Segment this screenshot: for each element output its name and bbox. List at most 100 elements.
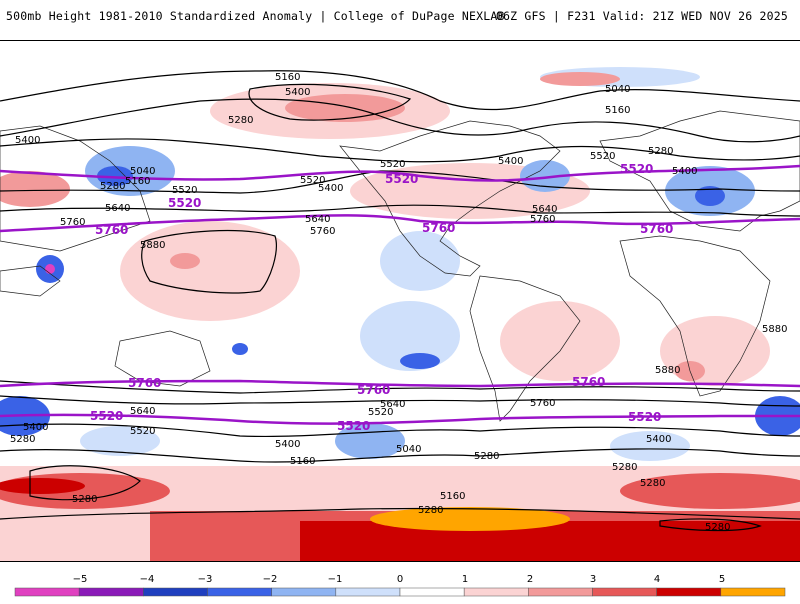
contour-5280-far-south bbox=[0, 507, 800, 520]
contour-label: 5040 bbox=[605, 84, 630, 95]
contour-label: 5520 bbox=[172, 185, 197, 196]
negative-anomaly-area bbox=[695, 186, 725, 206]
negative-anomaly-area bbox=[520, 160, 570, 192]
reference-contours bbox=[0, 164, 800, 425]
contour-label: 5760 bbox=[60, 217, 85, 228]
contour-label: 5400 bbox=[672, 166, 697, 177]
contour-label: 5640 bbox=[532, 204, 557, 215]
reference-contour-labels: 5520 5760 5520 5760 5520 5760 5760 5520 … bbox=[90, 162, 673, 433]
header: 500mb Height 1981-2010 Standardized Anom… bbox=[0, 0, 800, 34]
reference-label: 5520 bbox=[337, 419, 370, 433]
reference-label: 5760 bbox=[95, 223, 128, 237]
contour-label: 5400 bbox=[15, 135, 40, 146]
contour-label: 5280 bbox=[100, 181, 125, 192]
contour-label: 5160 bbox=[440, 491, 465, 502]
contour-5280 bbox=[0, 98, 800, 143]
positive-anomaly-area bbox=[0, 171, 70, 207]
contour-label: 5880 bbox=[762, 324, 787, 335]
colorbar-segment bbox=[592, 587, 657, 597]
colorbar-tick: 5 bbox=[719, 574, 725, 585]
colorbar-tick: −3 bbox=[198, 574, 213, 585]
contour-5760-south bbox=[0, 380, 800, 394]
colorbar-tick: −5 bbox=[73, 574, 88, 585]
contour-label: 5280 bbox=[648, 146, 673, 157]
contour-5880 bbox=[141, 229, 277, 294]
colorbar-tick: −4 bbox=[140, 574, 155, 585]
north-america-coast bbox=[339, 120, 561, 277]
contour-label: 5640 bbox=[130, 406, 155, 417]
contour-label: 5400 bbox=[275, 439, 300, 450]
height-contours bbox=[0, 70, 800, 532]
contour-label: 5880 bbox=[655, 365, 680, 376]
map-canvas: 5160 5400 5280 5040 5160 5400 5280 5520 … bbox=[0, 67, 800, 561]
reference-label: 5760 bbox=[128, 376, 161, 390]
map-title: 500mb Height 1981-2010 Standardized Anom… bbox=[6, 9, 505, 23]
positive-anomaly-area bbox=[170, 253, 200, 269]
contour-label: 5520 bbox=[590, 151, 615, 162]
africa-coast bbox=[619, 235, 771, 397]
contour-5400-south bbox=[0, 423, 800, 438]
contour-5640 bbox=[0, 204, 800, 217]
colorbar-tick: 1 bbox=[462, 574, 468, 585]
reference-contour-5760-south bbox=[0, 379, 800, 388]
negative-anomaly-area bbox=[232, 343, 248, 355]
contour-label: 5880 bbox=[140, 240, 165, 251]
colorbar-segments bbox=[14, 587, 786, 597]
contour-label: 5040 bbox=[396, 444, 421, 455]
colorbar-segment bbox=[335, 587, 401, 597]
positive-anomaly-area bbox=[620, 473, 800, 509]
contour-label: 5760 bbox=[530, 214, 555, 225]
reference-label: 5520 bbox=[385, 172, 418, 186]
colorbar-segment bbox=[207, 587, 272, 597]
negative-anomaly-area bbox=[360, 301, 460, 371]
colorbar-segment bbox=[143, 587, 208, 597]
contour-label: 5280 bbox=[10, 434, 35, 445]
contour-label: 5400 bbox=[285, 87, 310, 98]
contour-5520 bbox=[0, 170, 800, 194]
contour-label: 5520 bbox=[300, 175, 325, 186]
positive-anomaly-area bbox=[370, 507, 570, 531]
contour-label: 5280 bbox=[612, 462, 637, 473]
anomaly-fills bbox=[0, 67, 800, 561]
contour-label: 5520 bbox=[380, 159, 405, 170]
contour-label: 5040 bbox=[130, 166, 155, 177]
contour-label: 5280 bbox=[705, 522, 730, 533]
positive-anomaly-area bbox=[0, 478, 85, 494]
anomaly-map: 5160 5400 5280 5040 5160 5400 5280 5520 … bbox=[0, 40, 800, 562]
negative-anomaly-area bbox=[80, 426, 160, 456]
contour-5160 bbox=[0, 70, 800, 111]
contour-label: 5160 bbox=[290, 456, 315, 467]
contour-label: 5400 bbox=[646, 434, 671, 445]
colorbar-segment bbox=[656, 587, 722, 597]
contour-label: 5160 bbox=[605, 105, 630, 116]
reference-label: 5520 bbox=[620, 162, 653, 176]
colorbar-tick: 0 bbox=[397, 574, 403, 585]
contour-label: 5640 bbox=[105, 203, 130, 214]
negative-anomaly-area bbox=[335, 423, 405, 459]
reference-label: 5520 bbox=[90, 409, 123, 423]
model-run-info: 06Z GFS | F231 Valid: 21Z WED NOV 26 202… bbox=[495, 9, 788, 23]
colorbar-tick: 3 bbox=[590, 574, 596, 585]
colorbar-segment bbox=[399, 587, 465, 597]
reference-label: 5520 bbox=[628, 410, 661, 424]
contour-label: 5520 bbox=[130, 426, 155, 437]
contour-5280-closed bbox=[29, 465, 141, 501]
contour-5280-closed-south bbox=[659, 518, 762, 532]
colorbar-segment bbox=[78, 587, 144, 597]
colorbar-segment bbox=[463, 587, 529, 597]
reference-contour-5520 bbox=[0, 164, 800, 182]
contour-label: 5520 bbox=[368, 407, 393, 418]
reference-label: 5760 bbox=[640, 222, 673, 236]
contour-label: 5280 bbox=[72, 494, 97, 505]
contour-label: 5280 bbox=[640, 478, 665, 489]
contour-5640-south bbox=[0, 395, 800, 407]
reference-label: 5760 bbox=[422, 221, 455, 235]
contour-label: 5640 bbox=[380, 399, 405, 410]
positive-anomaly-area bbox=[540, 72, 620, 86]
south-america-coast bbox=[469, 275, 581, 422]
colorbar-tick: −1 bbox=[328, 574, 343, 585]
reference-contour-5520-south bbox=[0, 413, 800, 425]
colorbar: −5 −4 −3 −2 −1 0 1 2 3 4 5 bbox=[0, 568, 800, 600]
contour-label: 5400 bbox=[498, 156, 523, 167]
india-coast bbox=[0, 265, 61, 297]
